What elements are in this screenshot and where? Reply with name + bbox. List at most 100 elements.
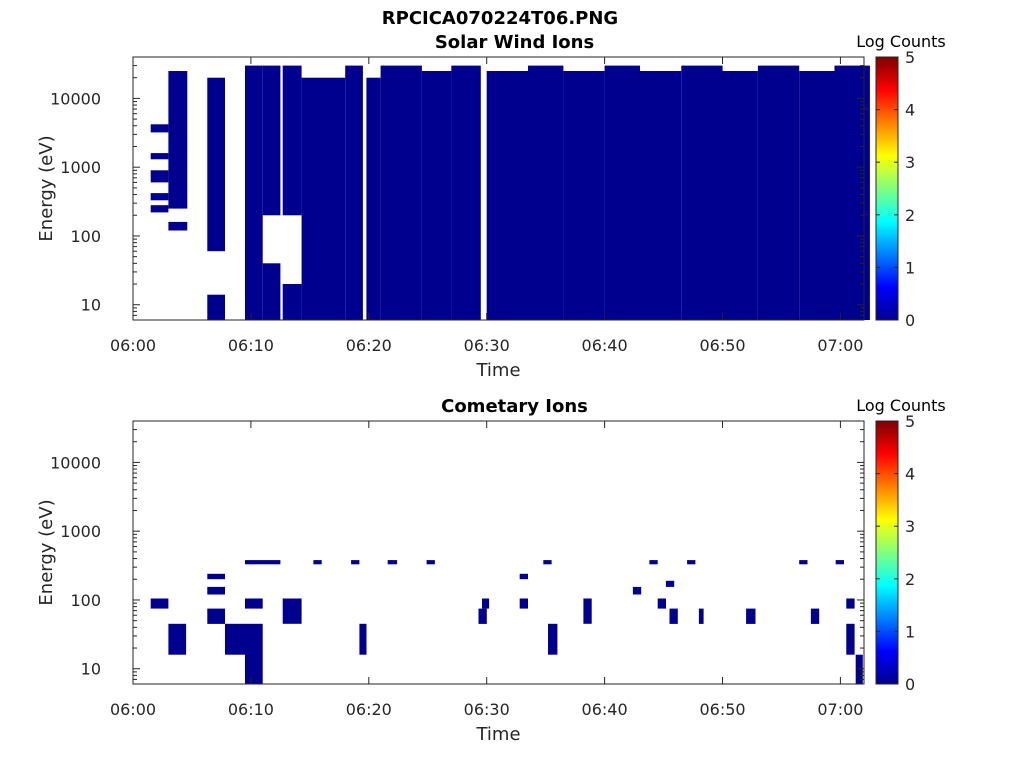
heatmap-cell <box>245 598 263 609</box>
heatmap-cell <box>301 77 346 320</box>
x-tick-label: 06:10 <box>228 336 274 355</box>
x-tick-label: 07:00 <box>817 700 863 719</box>
colorbar-tick-label: 3 <box>905 517 915 536</box>
heatmap-cell <box>665 580 675 587</box>
heatmap-cell <box>262 263 281 320</box>
heatmap-cell <box>486 71 528 320</box>
heatmap-cell <box>855 654 863 684</box>
heatmap-cell <box>207 573 225 580</box>
y-tick-label: 10000 <box>50 453 101 472</box>
heatmap-cell <box>207 77 225 252</box>
colorbar-tick-label: 5 <box>905 48 915 67</box>
y-tick-label: 10 <box>81 296 101 315</box>
heatmap-cell <box>632 586 642 595</box>
heatmap-cell <box>649 560 658 565</box>
heatmap-cell <box>687 560 696 565</box>
heatmap-cell <box>207 608 225 624</box>
colorbar <box>875 420 899 685</box>
y-axis-label: Energy (eV) <box>36 135 57 241</box>
x-tick-label: 06:00 <box>110 336 156 355</box>
heatmap-cell <box>150 205 169 213</box>
heatmap-cells <box>150 560 863 684</box>
heatmap-cell <box>519 573 528 580</box>
x-tick-label: 06:50 <box>699 336 745 355</box>
heatmap-cell <box>150 598 169 609</box>
heatmap-cell <box>478 608 487 624</box>
x-tick-label: 06:10 <box>228 700 274 719</box>
x-tick-label: 06:40 <box>582 700 628 719</box>
heatmap-cell <box>421 71 452 320</box>
heatmap-cell <box>150 124 169 133</box>
heatmap-cell <box>245 623 263 684</box>
heatmap-cell <box>548 623 558 655</box>
heatmap-cell <box>207 586 225 595</box>
x-axis-label: Time <box>475 360 520 381</box>
cometary-ions-panel: 06:00 06:10 06:20 06:30 06:40 06:50 07:0010100… <box>36 396 946 745</box>
heatmap-cell <box>168 221 188 231</box>
heatmap-cell <box>207 294 225 320</box>
heatmap-cell <box>282 598 302 624</box>
heatmap-cell <box>150 153 169 160</box>
heatmap-cell <box>282 65 302 216</box>
heatmap-cell <box>482 598 490 609</box>
colorbar-tick-label: 2 <box>905 206 915 225</box>
heatmap-cell <box>245 560 281 565</box>
colorbar-tick-label: 4 <box>905 465 915 484</box>
colorbar-tick-label: 1 <box>905 258 915 277</box>
y-axis-label: Energy (eV) <box>36 499 57 605</box>
heatmap-cell <box>681 65 723 320</box>
x-tick-label: 06:00 <box>110 700 156 719</box>
x-tick-label: 07:00 <box>817 336 863 355</box>
heatmap-cell <box>746 608 756 624</box>
heatmap-cells <box>150 65 870 320</box>
heatmap-cell <box>846 623 855 655</box>
colorbar-tick-label: 4 <box>905 101 915 120</box>
colorbar <box>875 56 899 321</box>
heatmap-cell <box>345 65 363 320</box>
colorbar-tick-label: 2 <box>905 570 915 589</box>
x-tick-label: 06:20 <box>346 336 392 355</box>
chart-title: Solar Wind Ions <box>435 32 594 53</box>
heatmap-cell <box>757 65 800 320</box>
heatmap-cell <box>150 193 169 201</box>
heatmap-cell <box>225 623 245 655</box>
x-tick-label: 06:20 <box>346 700 392 719</box>
heatmap-cell <box>810 608 820 624</box>
x-tick-label: 06:30 <box>464 700 510 719</box>
heatmap-cell <box>313 560 322 565</box>
plot-frame <box>132 420 865 685</box>
heatmap-cell <box>528 65 564 320</box>
heatmap-cell <box>604 65 640 320</box>
colorbar-tick-label: 5 <box>905 412 915 431</box>
x-axis-label: Time <box>475 724 520 745</box>
heatmap-cell <box>698 608 704 624</box>
heatmap-cell <box>799 71 835 320</box>
chart-title: Cometary Ions <box>441 396 588 417</box>
heatmap-cell <box>380 65 422 320</box>
heatmap-cell <box>657 598 666 609</box>
heatmap-cell <box>351 560 360 565</box>
heatmap-cell <box>359 623 367 655</box>
colorbar-tick-label: 1 <box>905 622 915 641</box>
heatmap-cell <box>366 77 381 320</box>
y-tick-label: 1000 <box>60 522 101 541</box>
colorbar-tick-label: 0 <box>905 675 915 694</box>
plot-frame <box>132 56 865 321</box>
heatmap-cell <box>583 598 592 624</box>
colorbar-tick-label: 3 <box>905 153 915 172</box>
heatmap-cell <box>282 284 302 320</box>
heatmap-cell <box>451 65 481 320</box>
heatmap-cell <box>563 71 605 320</box>
heatmap-cell <box>245 65 263 320</box>
heatmap-cell <box>799 560 808 565</box>
colorbar-label: Log Counts <box>856 396 946 415</box>
y-tick-label: 10 <box>81 660 101 679</box>
y-tick-label: 100 <box>70 591 101 610</box>
colorbar-tick-label: 0 <box>905 311 915 330</box>
heatmap-cell <box>426 560 435 565</box>
x-tick-label: 06:40 <box>582 336 628 355</box>
solar-wind-panel: 06:00 06:10 06:20 06:30 06:40 06:50 07:0010100… <box>36 32 946 381</box>
colorbar-label: Log Counts <box>856 32 946 51</box>
heatmap-cell <box>150 170 169 183</box>
